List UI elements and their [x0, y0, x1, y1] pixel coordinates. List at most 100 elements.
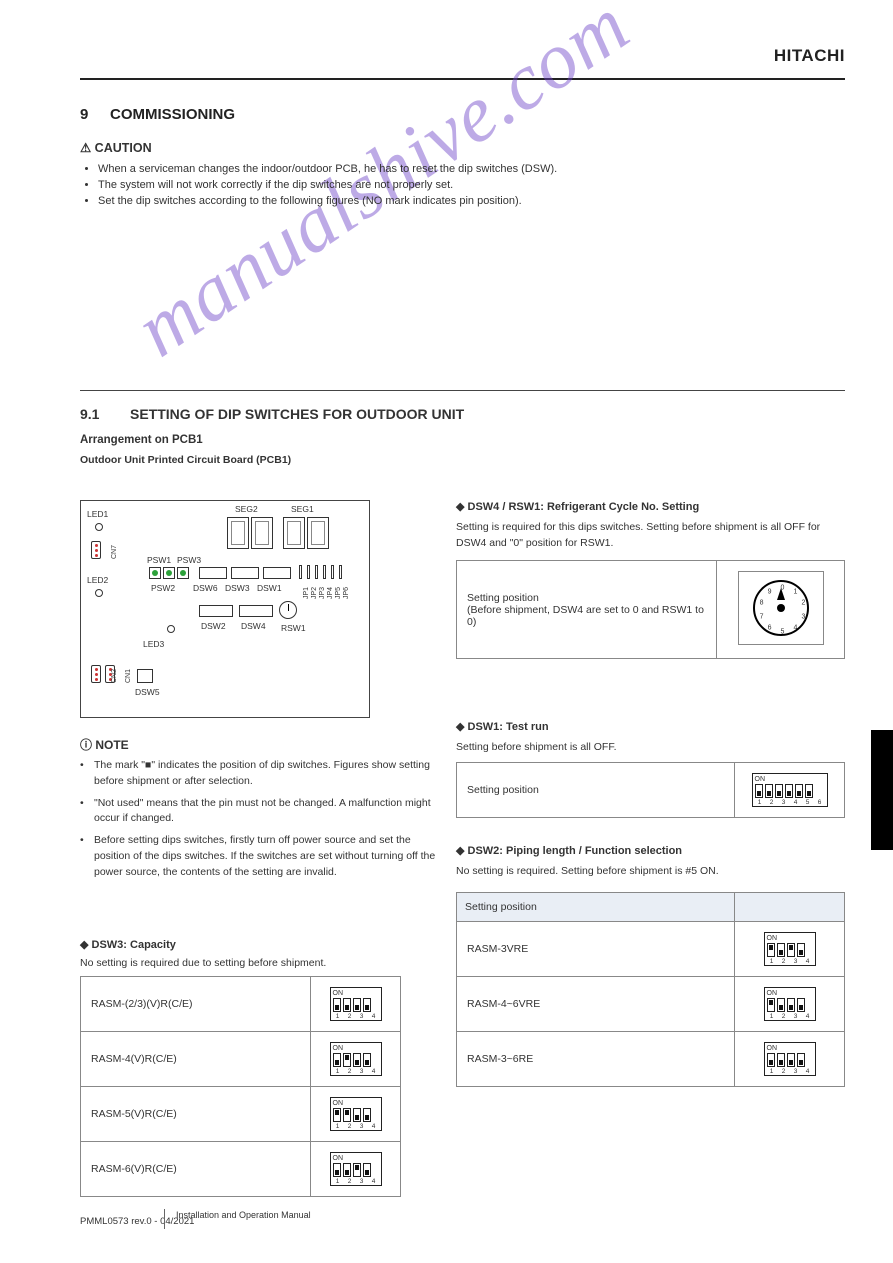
dsw2-title: ◆ DSW2: Piping length / Function selecti… — [456, 844, 682, 857]
note-body: •The mark "■" indicates the position of … — [80, 758, 436, 886]
pcb-label-seg2: SEG2 — [235, 504, 258, 514]
led3-icon — [167, 625, 175, 633]
dsw2-row-switch: ON1234 — [735, 977, 845, 1032]
pcb-label-rsw1: RSW1 — [281, 623, 306, 633]
jp5-icon — [331, 565, 334, 579]
rotary-number: 9 — [765, 589, 775, 596]
led1-icon — [95, 523, 103, 531]
page: HITACHI manualshive.com 9 COMMISSIONING … — [0, 0, 893, 1263]
dip-switch-icon: ON1234 — [330, 1042, 382, 1076]
caution-body: When a serviceman changes the indoor/out… — [80, 162, 845, 210]
table-row: RASM-3VRE ON1234 — [457, 922, 845, 977]
rsw1-table: Setting position (Before shipment, DSW4 … — [456, 560, 845, 659]
pcb-label-cn7: CN7 — [111, 545, 118, 559]
table-row: RASM-3~6RE ON1234 — [457, 1032, 845, 1087]
section-title: COMMISSIONING — [110, 106, 235, 123]
dip-switch-icon: ON123456 — [752, 773, 828, 807]
rsw1-rotary-icon — [279, 601, 297, 619]
cn7-connector-icon — [91, 541, 101, 559]
rotary-hub-icon — [777, 604, 785, 612]
rotary-number: 4 — [790, 624, 800, 631]
rotary-number: 1 — [790, 589, 800, 596]
cn2-connector-icon — [91, 665, 101, 683]
rsw1-rotary-cell: 0123456789 — [717, 561, 845, 659]
pcb-label-seg1: SEG1 — [291, 504, 314, 514]
dsw3-row-switch: ON1234 — [311, 977, 401, 1032]
dip-switch-icon: ON1234 — [330, 987, 382, 1021]
jp2-icon — [307, 565, 310, 579]
seg1b-icon — [307, 517, 329, 549]
dsw2-row-label: RASM-3~6RE — [457, 1032, 735, 1087]
seg2b-icon — [251, 517, 273, 549]
pcb-label-led2: LED2 — [87, 575, 108, 585]
psw1-button-icon — [149, 567, 161, 579]
dsw1-para: Setting before shipment is all OFF. — [456, 740, 844, 756]
dsw6-rect-icon — [199, 567, 227, 579]
dsw3-row-label: RASM-(2/3)(V)R(C/E) — [81, 977, 311, 1032]
rotary-number: 8 — [757, 600, 767, 607]
caution-heading: ⚠ CAUTION — [80, 140, 152, 155]
dsw3-row-switch: ON1234 — [311, 1142, 401, 1197]
pcb-diagram: LED1 CN7 LED2 SEG2 SEG1 PSW1 PSW3 PSW2 D… — [80, 500, 370, 718]
dsw3-row-label: RASM-4(V)R(C/E) — [81, 1032, 311, 1087]
dsw2-row-label: RASM-3VRE — [457, 922, 735, 977]
footer-divider — [164, 1209, 165, 1229]
table-row: RASM-5(V)R(C/E)ON1234 — [81, 1087, 401, 1142]
dip-switch-icon: ON1234 — [764, 932, 816, 966]
pcb-label-led1: LED1 — [87, 509, 108, 519]
page-edge-tab — [871, 730, 893, 850]
dip-switch-icon: ON1234 — [764, 987, 816, 1021]
caution-bullet: The system will not work correctly if th… — [98, 178, 845, 194]
rule-top — [80, 78, 845, 80]
pcb-heading: Arrangement on PCB1 — [80, 434, 203, 446]
rotary-number: 2 — [798, 600, 808, 607]
pcb-label-led3: LED3 — [143, 639, 164, 649]
note-bullet: •Before setting dips switches, firstly t… — [80, 833, 436, 880]
dsw4-rect-icon — [239, 605, 273, 617]
jp3-icon — [315, 565, 318, 579]
rotary-switch-icon: 0123456789 — [753, 580, 809, 636]
pcb-label-jp3: JP3 — [319, 587, 326, 599]
rsw1-para: Setting is required for this dips switch… — [456, 520, 844, 552]
dsw3-row-switch: ON1234 — [311, 1032, 401, 1087]
rotary-number: 6 — [765, 624, 775, 631]
pcb-label-dsw1: DSW1 — [257, 583, 282, 593]
dsw2-row-label: RASM-4~6VRE — [457, 977, 735, 1032]
rsw1-title: ◆ DSW4 / RSW1: Refrigerant Cycle No. Set… — [456, 500, 699, 513]
pcb-label-dsw6: DSW6 — [193, 583, 218, 593]
note-bullet: •The mark "■" indicates the position of … — [80, 758, 436, 790]
table-row: RASM-4~6VRE ON1234 — [457, 977, 845, 1032]
pcb-label-psw2: PSW2 — [151, 583, 175, 593]
note-heading: ⓘ NOTE — [80, 736, 129, 753]
dsw2-table: Setting position RASM-3VREON1234RASM-4~6… — [456, 892, 845, 1087]
psw3-button-icon — [177, 567, 189, 579]
pcb-label-psw1: PSW1 — [147, 555, 171, 565]
pcb-label-jp1: JP1 — [303, 587, 310, 599]
dsw3-row-label: RASM-6(V)R(C/E) — [81, 1142, 311, 1197]
dsw3-note: No setting is required due to setting be… — [80, 956, 436, 972]
rsw1-row-label: Setting position (Before shipment, DSW4 … — [457, 561, 717, 659]
seg1a-icon — [283, 517, 305, 549]
footer-right: Installation and Operation Manual — [176, 1210, 311, 1222]
dsw2-head-right — [735, 893, 845, 922]
jp1-icon — [299, 565, 302, 579]
pcb-label-dsw4: DSW4 — [241, 621, 266, 631]
pcb-label-cn1: CN1 — [125, 669, 132, 683]
led2-icon — [95, 589, 103, 597]
rotary-number: 3 — [798, 613, 808, 620]
dsw2-head-left: Setting position — [457, 893, 735, 922]
seg2a-icon — [227, 517, 249, 549]
pcb-label-psw3: PSW3 — [177, 555, 201, 565]
dsw2-rect-icon — [199, 605, 233, 617]
dip-switch-icon: ON1234 — [764, 1042, 816, 1076]
pcb-label-jp2: JP2 — [311, 587, 318, 599]
dsw1-switch-cell: ON123456 — [735, 763, 845, 818]
caution-bullet: Set the dip switches according to the fo… — [98, 194, 845, 210]
note-bullet: •"Not used" means that the pin must not … — [80, 796, 436, 828]
section-number: 9 — [80, 106, 88, 123]
jp6-icon — [339, 565, 342, 579]
dip-switch-icon: ON1234 — [330, 1152, 382, 1186]
table-row: RASM-6(V)R(C/E) ON1234 — [81, 1142, 401, 1197]
pcb-label-jp5: JP5 — [335, 587, 342, 599]
table-row: RASM-(2/3)(V)R(C/E) ON1234 — [81, 977, 401, 1032]
